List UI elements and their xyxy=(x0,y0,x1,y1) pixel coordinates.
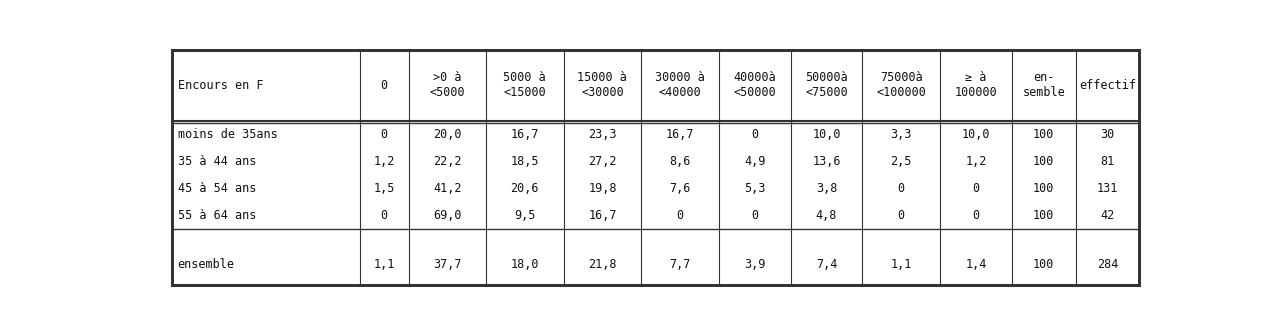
Text: 30000 à
<40000: 30000 à <40000 xyxy=(655,71,705,99)
Text: 45 à 54 ans: 45 à 54 ans xyxy=(178,182,256,195)
Text: 18,5: 18,5 xyxy=(510,155,540,168)
Text: 3,9: 3,9 xyxy=(744,258,765,271)
Text: 21,8: 21,8 xyxy=(588,258,616,271)
Text: 0: 0 xyxy=(751,209,758,222)
Text: 1,1: 1,1 xyxy=(890,258,912,271)
Text: 4,9: 4,9 xyxy=(744,155,765,168)
Text: 0: 0 xyxy=(380,127,388,141)
Text: 1,2: 1,2 xyxy=(966,155,986,168)
Text: 16,7: 16,7 xyxy=(588,209,616,222)
Text: 1,5: 1,5 xyxy=(373,182,395,195)
Text: 100: 100 xyxy=(1033,258,1054,271)
Text: 1,2: 1,2 xyxy=(373,155,395,168)
Text: 7,7: 7,7 xyxy=(669,258,691,271)
Text: 5000 à
<15000: 5000 à <15000 xyxy=(504,71,546,99)
Text: 18,0: 18,0 xyxy=(510,258,540,271)
Text: 20,0: 20,0 xyxy=(434,127,462,141)
Text: 284: 284 xyxy=(1096,258,1118,271)
Text: 19,8: 19,8 xyxy=(588,182,616,195)
Text: 37,7: 37,7 xyxy=(434,258,462,271)
Text: 35 à 44 ans: 35 à 44 ans xyxy=(178,155,256,168)
Text: 10,0: 10,0 xyxy=(962,127,990,141)
Text: 55 à 64 ans: 55 à 64 ans xyxy=(178,209,256,222)
Text: >0 à
<5000: >0 à <5000 xyxy=(430,71,466,99)
Text: 0: 0 xyxy=(972,182,980,195)
Text: 40000à
<50000: 40000à <50000 xyxy=(733,71,776,99)
Text: 100: 100 xyxy=(1033,155,1054,168)
Text: 81: 81 xyxy=(1100,155,1114,168)
Text: Encours en F: Encours en F xyxy=(178,79,263,92)
Text: 131: 131 xyxy=(1096,182,1118,195)
Text: 0: 0 xyxy=(972,209,980,222)
Text: 27,2: 27,2 xyxy=(588,155,616,168)
Text: 0: 0 xyxy=(751,127,758,141)
Text: 20,6: 20,6 xyxy=(510,182,540,195)
Text: 100: 100 xyxy=(1033,182,1054,195)
Text: 10,0: 10,0 xyxy=(812,127,840,141)
Text: 4,8: 4,8 xyxy=(816,209,838,222)
Text: 2,5: 2,5 xyxy=(890,155,912,168)
Text: 5,3: 5,3 xyxy=(744,182,765,195)
Text: 0: 0 xyxy=(380,209,388,222)
Text: 7,6: 7,6 xyxy=(669,182,691,195)
Text: effectif: effectif xyxy=(1079,79,1136,92)
Text: 69,0: 69,0 xyxy=(434,209,462,222)
Text: 1,1: 1,1 xyxy=(373,258,395,271)
Text: 30: 30 xyxy=(1100,127,1114,141)
Text: 1,4: 1,4 xyxy=(966,258,986,271)
Text: 23,3: 23,3 xyxy=(588,127,616,141)
Text: 0: 0 xyxy=(380,79,388,92)
Text: 3,3: 3,3 xyxy=(890,127,912,141)
Text: 0: 0 xyxy=(898,209,904,222)
Text: 9,5: 9,5 xyxy=(514,209,536,222)
Text: en-
semble: en- semble xyxy=(1022,71,1065,99)
Text: 42: 42 xyxy=(1100,209,1114,222)
Text: 13,6: 13,6 xyxy=(812,155,840,168)
Text: 3,8: 3,8 xyxy=(816,182,838,195)
Text: 100: 100 xyxy=(1033,209,1054,222)
Text: 75000à
<100000: 75000à <100000 xyxy=(876,71,926,99)
Text: 0: 0 xyxy=(677,209,683,222)
Text: 7,4: 7,4 xyxy=(816,258,838,271)
Text: 22,2: 22,2 xyxy=(434,155,462,168)
Text: 100: 100 xyxy=(1033,127,1054,141)
Text: moins de 35ans: moins de 35ans xyxy=(178,127,278,141)
Text: 15000 à
<30000: 15000 à <30000 xyxy=(578,71,628,99)
Text: 41,2: 41,2 xyxy=(434,182,462,195)
Text: ensemble: ensemble xyxy=(178,258,235,271)
Text: 8,6: 8,6 xyxy=(669,155,691,168)
Text: 0: 0 xyxy=(898,182,904,195)
Text: ≥ à
100000: ≥ à 100000 xyxy=(954,71,998,99)
Text: 16,7: 16,7 xyxy=(666,127,694,141)
Text: 50000à
<75000: 50000à <75000 xyxy=(806,71,848,99)
Text: 16,7: 16,7 xyxy=(510,127,540,141)
